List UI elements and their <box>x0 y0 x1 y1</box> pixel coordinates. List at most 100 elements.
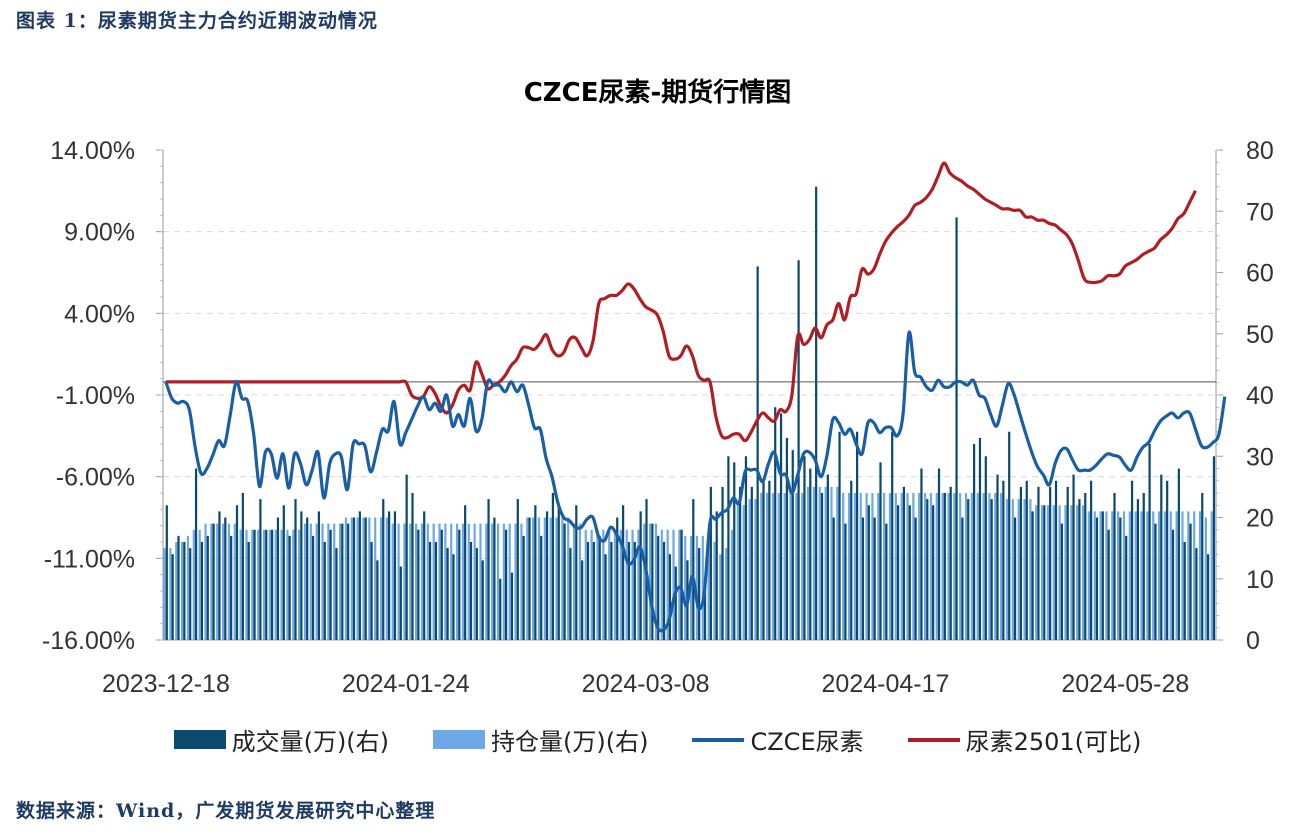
open-interest-bar <box>204 523 207 640</box>
legend-item-open-interest: 持仓量(万)(右) <box>433 722 648 757</box>
open-interest-bar <box>888 493 892 640</box>
open-interest-bar <box>274 529 277 640</box>
right-axis-tick-label: 40 <box>1246 382 1274 410</box>
open-interest-bar <box>210 523 213 640</box>
open-interest-bar <box>227 523 231 640</box>
volume-bar <box>592 542 595 640</box>
volume-bar <box>1089 480 1093 640</box>
open-interest-bar <box>736 505 739 640</box>
open-interest-bar <box>918 493 921 640</box>
volume-bar <box>1212 456 1216 640</box>
open-interest-bar <box>900 493 903 640</box>
open-interest-bar <box>929 493 933 640</box>
open-interest-bar <box>338 523 342 640</box>
open-interest-bar <box>789 493 792 640</box>
volume-bar <box>1154 523 1157 640</box>
volume-bar <box>1037 486 1040 640</box>
open-interest-bar <box>192 529 195 640</box>
volume-bar <box>1002 480 1005 640</box>
volume-bar <box>721 486 724 640</box>
open-interest-bar <box>1146 511 1149 640</box>
right-axis-tick-label: 80 <box>1246 137 1274 165</box>
open-interest-bar <box>964 493 968 640</box>
open-interest-bar <box>795 493 798 640</box>
volume-bar <box>581 560 584 640</box>
open-interest-bar <box>374 517 377 640</box>
open-interest-bar <box>953 493 956 640</box>
volume-bar <box>1177 468 1180 640</box>
open-interest-bar <box>760 493 763 640</box>
open-interest-bar <box>1087 511 1090 640</box>
volume-bar <box>756 266 759 640</box>
open-interest-bar <box>169 548 172 640</box>
volume-bar <box>832 517 835 640</box>
open-interest-bar <box>461 523 465 640</box>
volume-bar <box>575 505 578 640</box>
left-axis-tick-label: -1.00% <box>56 382 135 410</box>
volume-bar <box>1142 493 1145 640</box>
open-interest-bar <box>608 529 611 640</box>
volume-bar <box>464 505 467 640</box>
open-interest-bar <box>280 529 283 640</box>
open-interest-bar <box>1204 517 1207 640</box>
legend-swatch-volume <box>173 730 226 749</box>
open-interest-bar <box>221 523 225 640</box>
volume-bar <box>920 468 923 640</box>
volume-bar <box>206 535 209 640</box>
open-interest-bar <box>643 523 646 640</box>
volume-bar <box>235 505 239 640</box>
volume-bar <box>510 572 514 640</box>
open-interest-bar <box>783 493 786 640</box>
volume-bar <box>657 535 660 640</box>
open-interest-bar <box>181 542 184 640</box>
open-interest-bar <box>806 486 810 640</box>
volume-bar <box>434 542 438 640</box>
volume-bar <box>914 517 917 640</box>
open-interest-bar <box>561 517 564 640</box>
volume-bar <box>528 517 531 640</box>
open-interest-bar <box>859 493 862 640</box>
open-interest-bar <box>631 529 634 640</box>
open-interest-bar <box>368 517 371 640</box>
volume-bar <box>1049 486 1052 640</box>
volume-bar <box>727 456 730 640</box>
open-interest-bar <box>777 493 780 640</box>
volume-bar <box>417 529 420 640</box>
volume-bar <box>265 529 268 640</box>
volume-bar <box>440 529 443 640</box>
left-axis-tick-label: -6.00% <box>56 464 135 492</box>
open-interest-bar <box>619 529 622 640</box>
open-interest-bar <box>596 529 599 640</box>
volume-bar <box>680 529 683 640</box>
open-interest-bar <box>830 486 833 640</box>
volume-bar <box>329 529 332 640</box>
volume-bar <box>972 444 976 640</box>
open-interest-bar <box>824 486 827 640</box>
volume-bar <box>399 566 402 640</box>
volume-bar <box>282 505 285 640</box>
volume-bar <box>996 474 999 640</box>
open-interest-bar <box>1210 511 1213 640</box>
volume-bar <box>762 480 765 640</box>
volume-bar <box>1078 499 1081 640</box>
open-interest-bar <box>1046 505 1050 640</box>
volume-bar <box>774 407 777 640</box>
volume-bar <box>809 468 812 640</box>
volume-bar <box>288 535 291 640</box>
open-interest-bar <box>1029 499 1032 640</box>
volume-bar <box>569 548 572 640</box>
volume-bar <box>352 517 356 640</box>
volume-bar <box>908 505 911 640</box>
open-interest-bar <box>298 529 301 640</box>
open-interest-bar <box>1157 511 1161 640</box>
open-interest-bar <box>695 535 699 640</box>
legend-swatch-contract <box>907 737 960 742</box>
legend-label-czce: CZCE尿素 <box>750 728 864 756</box>
volume-bar <box>873 517 876 640</box>
volume-bar <box>446 548 449 640</box>
legend-item-contract: 尿素2501(可比) <box>907 722 1141 757</box>
volume-bar <box>1025 480 1028 640</box>
open-interest-bar <box>397 523 400 640</box>
open-interest-bar <box>567 517 570 640</box>
open-interest-bar <box>508 523 511 640</box>
